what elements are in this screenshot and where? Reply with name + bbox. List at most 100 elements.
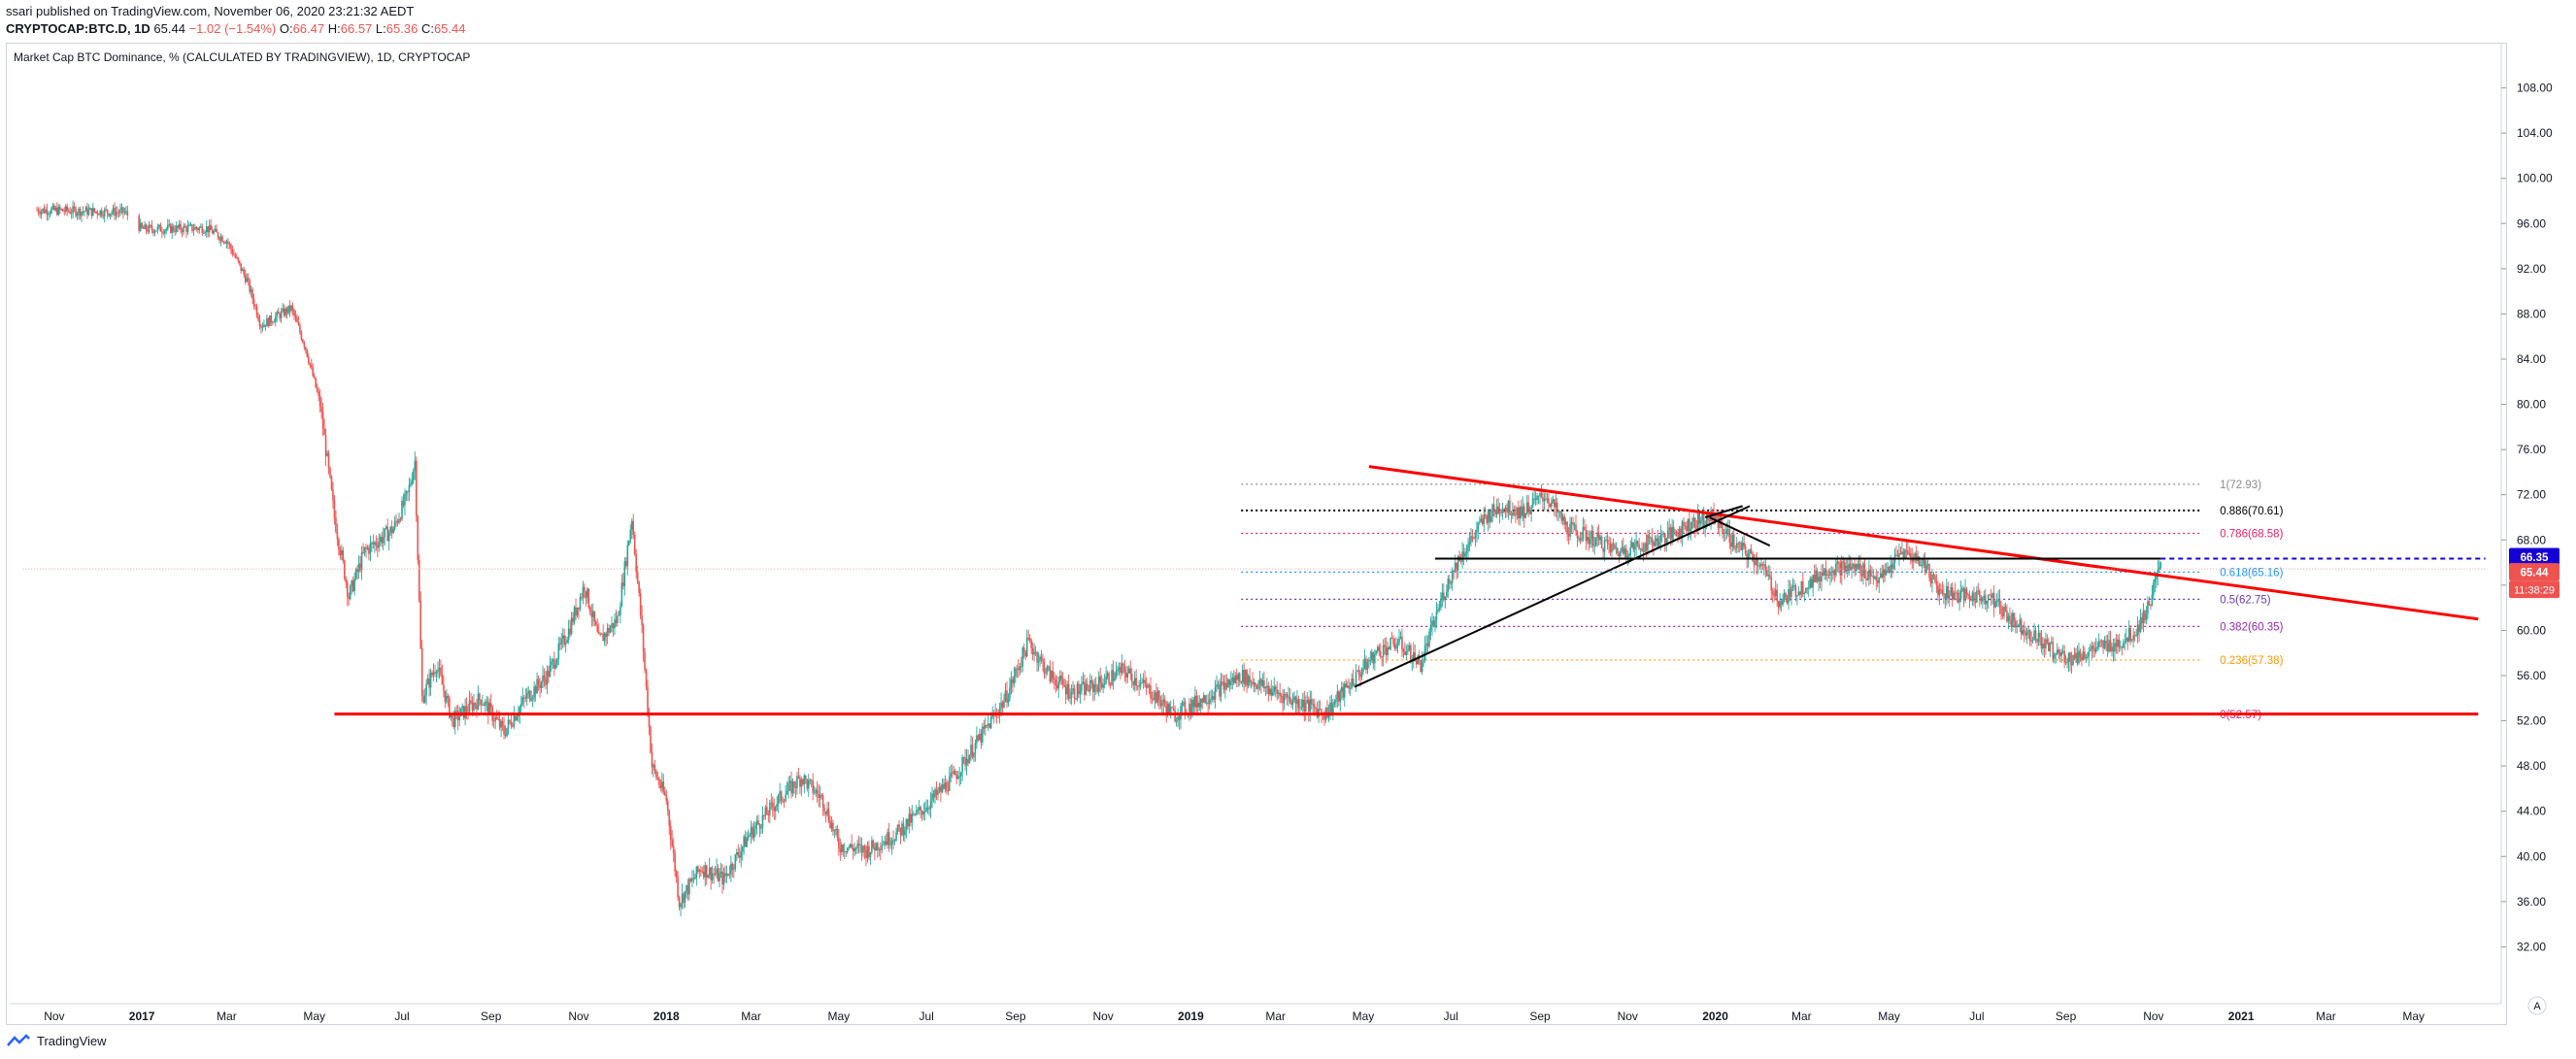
candle-body (2142, 610, 2145, 624)
candle-body (375, 542, 378, 546)
candle-body (2081, 657, 2083, 660)
candle-body (1184, 702, 1187, 713)
candle-body (1597, 532, 1600, 541)
candle-body (761, 814, 764, 828)
candle-body (2075, 652, 2077, 659)
candle-body (1908, 553, 1911, 554)
candle-body (1136, 685, 1139, 687)
candle-body (452, 717, 455, 727)
candle-body (2069, 652, 2071, 662)
candle-body (1510, 514, 1513, 516)
candle-body (93, 208, 96, 212)
candle-body (159, 224, 162, 232)
candle-body (145, 224, 148, 231)
candle-body (274, 316, 277, 322)
candle-body (702, 871, 705, 877)
x-tick-label: Sep (481, 1009, 502, 1023)
candle-body (1507, 500, 1510, 513)
candle-body (1093, 684, 1096, 692)
candle-body (1940, 588, 1942, 590)
x-tick-label: 2018 (653, 1009, 680, 1023)
candle-body (1405, 651, 1408, 655)
candle-body (636, 572, 639, 582)
candle-body (1055, 685, 1058, 689)
candle-body (1717, 520, 1720, 529)
candle-body (142, 227, 145, 229)
candle-body (1911, 557, 1914, 562)
candle-body (1885, 571, 1888, 576)
candle-body (335, 517, 337, 532)
candle-body (510, 721, 513, 726)
candle-body (1045, 672, 1047, 674)
candle-body (714, 874, 717, 876)
candle-body (1557, 512, 1560, 513)
candle-body (2103, 641, 2106, 648)
x-tick-label: Sep (1529, 1009, 1551, 1023)
candle-body (1389, 637, 1391, 649)
candle-body (866, 845, 869, 858)
candle-body (492, 720, 495, 722)
candle-body (1621, 546, 1623, 551)
candle-body (45, 209, 47, 214)
candle-body (147, 230, 149, 232)
candle-body (273, 321, 276, 323)
candle-body (1089, 679, 1091, 692)
candle-body (1270, 688, 1273, 696)
candle-body (833, 830, 836, 832)
candle-body (1722, 524, 1723, 533)
candle-body (1105, 676, 1107, 683)
y-tick-label: 60.00 (2517, 623, 2546, 637)
candle-body (36, 210, 38, 212)
candle-body (1302, 699, 1304, 708)
candle-body (1021, 647, 1024, 667)
candle-body (1117, 670, 1119, 672)
candle-body (67, 211, 70, 212)
candle-body (872, 840, 875, 848)
candle-body (1356, 670, 1358, 672)
candle-body (119, 209, 121, 214)
candle-body (2156, 577, 2158, 579)
candle-body (1250, 681, 1253, 683)
candle-body (719, 871, 722, 875)
fib-level-label: 0.886(70.61) (2220, 506, 2283, 517)
candle-body (842, 844, 845, 852)
candle-body (793, 781, 795, 788)
candle-body (951, 773, 953, 774)
candle-body (1207, 702, 1209, 704)
candle-body (707, 875, 709, 878)
candle-body (806, 778, 809, 789)
candle-body (1907, 550, 1909, 554)
candle-body (1691, 521, 1693, 529)
candle-body (111, 212, 113, 215)
candle-body (92, 208, 94, 216)
candle-body (846, 847, 849, 853)
candle-body (1677, 535, 1679, 538)
candle-body (599, 634, 602, 636)
candle-body (1233, 677, 1235, 683)
candle-body (1943, 593, 1945, 595)
candle-body (1556, 502, 1558, 513)
candle-body (1735, 543, 1738, 548)
candle-body (1829, 572, 1831, 576)
candle-body (1857, 563, 1858, 570)
candle-body (719, 874, 720, 881)
candle-body (1743, 543, 1745, 546)
high-value: 66.57 (340, 21, 373, 36)
candle-body (1393, 644, 1396, 649)
candle-body (2084, 651, 2086, 659)
candle-body (1036, 651, 1038, 663)
candle-body (415, 460, 418, 516)
candle-body (666, 801, 669, 811)
chart-frame (6, 43, 2507, 1025)
candle-body (1953, 592, 1955, 600)
candle-body (515, 715, 517, 721)
candle-body (1398, 638, 1400, 644)
candle-body (387, 532, 390, 542)
candle-body (874, 847, 876, 851)
candle-body (655, 770, 657, 778)
candle-body (1842, 561, 1845, 563)
candle-body (1042, 658, 1044, 662)
candle-body (1746, 553, 1748, 559)
candle-body (494, 716, 496, 721)
